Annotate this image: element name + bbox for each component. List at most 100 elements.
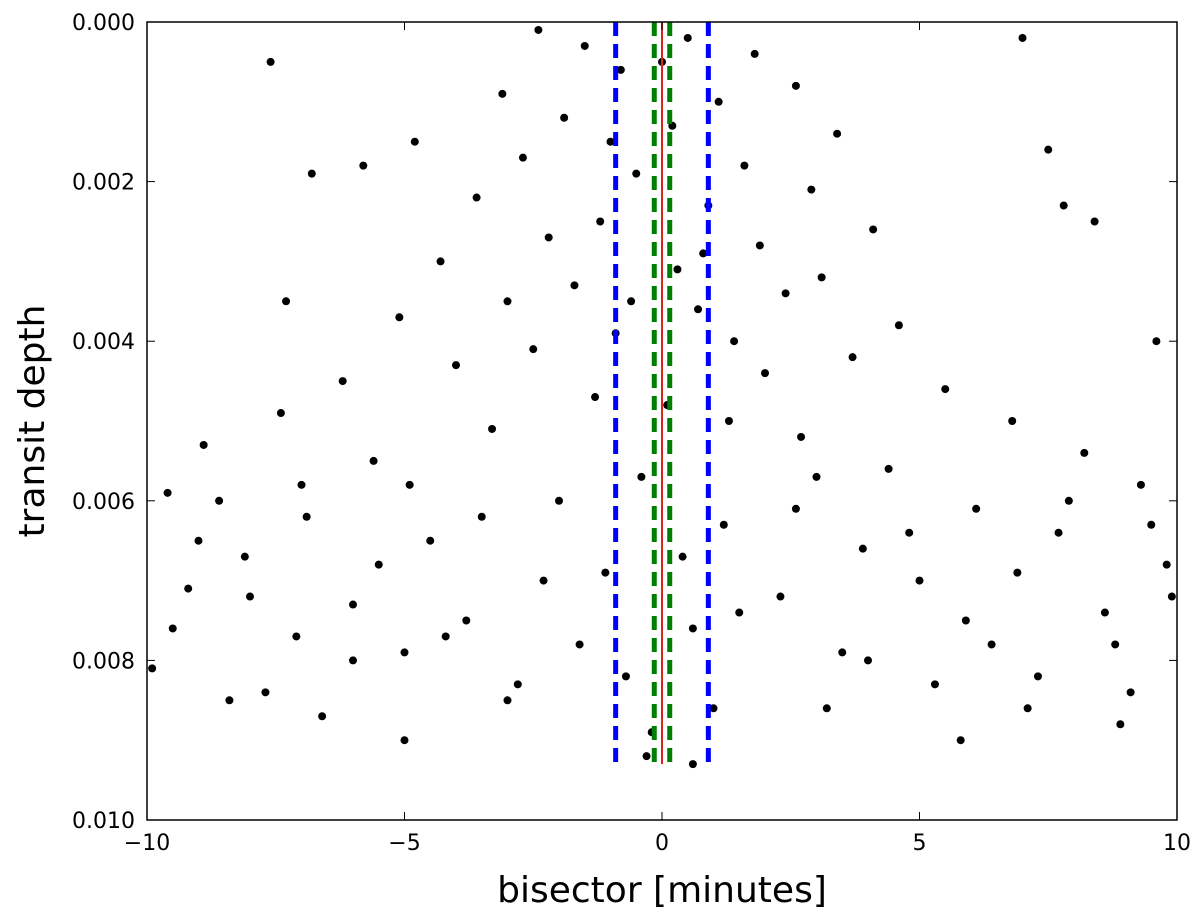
point — [869, 225, 878, 234]
point — [627, 297, 636, 306]
point — [807, 185, 816, 194]
point — [503, 696, 512, 705]
x-tick-label: −10 — [124, 831, 170, 856]
point — [791, 504, 800, 513]
point — [246, 592, 254, 601]
point — [405, 480, 414, 489]
point — [905, 528, 914, 537]
point — [529, 345, 538, 354]
point — [596, 217, 605, 226]
point — [688, 624, 697, 633]
point — [699, 249, 708, 258]
point — [838, 648, 847, 657]
point — [400, 736, 409, 745]
point — [894, 321, 903, 330]
point — [580, 41, 589, 50]
point — [1090, 217, 1099, 226]
point — [833, 129, 842, 138]
point — [776, 592, 785, 601]
point — [261, 688, 270, 697]
point — [683, 33, 692, 42]
y-tick-label: 0.010 — [72, 809, 135, 834]
point — [1054, 528, 1063, 537]
point — [163, 488, 172, 497]
point — [1162, 560, 1171, 569]
point — [560, 113, 569, 122]
point — [822, 704, 831, 713]
point — [1033, 672, 1042, 681]
point — [673, 265, 682, 274]
point — [1136, 480, 1145, 489]
point — [961, 616, 970, 625]
point — [1018, 33, 1027, 42]
point — [714, 97, 723, 106]
point — [941, 385, 950, 394]
point — [987, 640, 996, 649]
point — [1100, 608, 1109, 617]
point — [472, 193, 481, 202]
point — [498, 89, 507, 98]
point — [694, 305, 703, 314]
point — [369, 456, 378, 465]
point — [606, 137, 615, 146]
point — [930, 680, 939, 689]
point — [276, 409, 285, 418]
point — [915, 576, 924, 585]
point — [410, 137, 419, 146]
x-tick-label: −5 — [388, 831, 420, 856]
point — [1080, 448, 1089, 457]
point — [621, 672, 630, 681]
point — [292, 632, 301, 641]
point — [184, 584, 193, 593]
point — [297, 480, 306, 489]
y-tick-label: 0.000 — [72, 11, 135, 36]
point — [570, 281, 579, 290]
x-tick-label: 10 — [1163, 831, 1191, 856]
point — [555, 496, 563, 505]
point — [148, 664, 157, 673]
point — [724, 417, 733, 425]
point — [781, 289, 790, 298]
point — [637, 472, 646, 481]
x-axis-label: bisector [minutes] — [497, 870, 827, 911]
point — [395, 313, 404, 322]
point — [642, 752, 651, 761]
point — [1167, 592, 1176, 601]
point — [441, 632, 450, 641]
point — [1116, 720, 1125, 729]
point — [575, 640, 584, 649]
point — [452, 361, 460, 370]
point — [678, 552, 687, 561]
point — [1126, 688, 1135, 697]
point — [513, 680, 522, 689]
y-tick-label: 0.008 — [72, 649, 135, 674]
point — [1013, 568, 1022, 577]
point — [848, 353, 857, 362]
point — [240, 552, 249, 561]
point — [374, 560, 383, 569]
point — [544, 233, 553, 242]
point — [477, 512, 486, 521]
point — [864, 656, 872, 665]
point — [1147, 520, 1156, 529]
point — [1064, 496, 1073, 505]
point — [884, 464, 893, 473]
point — [755, 241, 764, 250]
point — [1152, 337, 1161, 346]
point — [307, 169, 316, 178]
point — [591, 393, 600, 402]
y-tick-label: 0.002 — [72, 171, 135, 196]
point — [488, 424, 497, 433]
y-tick-label: 0.006 — [72, 490, 135, 515]
x-tick-label: 5 — [913, 831, 927, 856]
point — [817, 273, 826, 282]
point — [349, 656, 357, 665]
point — [601, 568, 610, 577]
point — [338, 377, 347, 386]
point — [168, 624, 177, 633]
point — [349, 600, 357, 609]
point — [972, 504, 981, 513]
point — [503, 297, 512, 306]
point — [616, 65, 625, 74]
